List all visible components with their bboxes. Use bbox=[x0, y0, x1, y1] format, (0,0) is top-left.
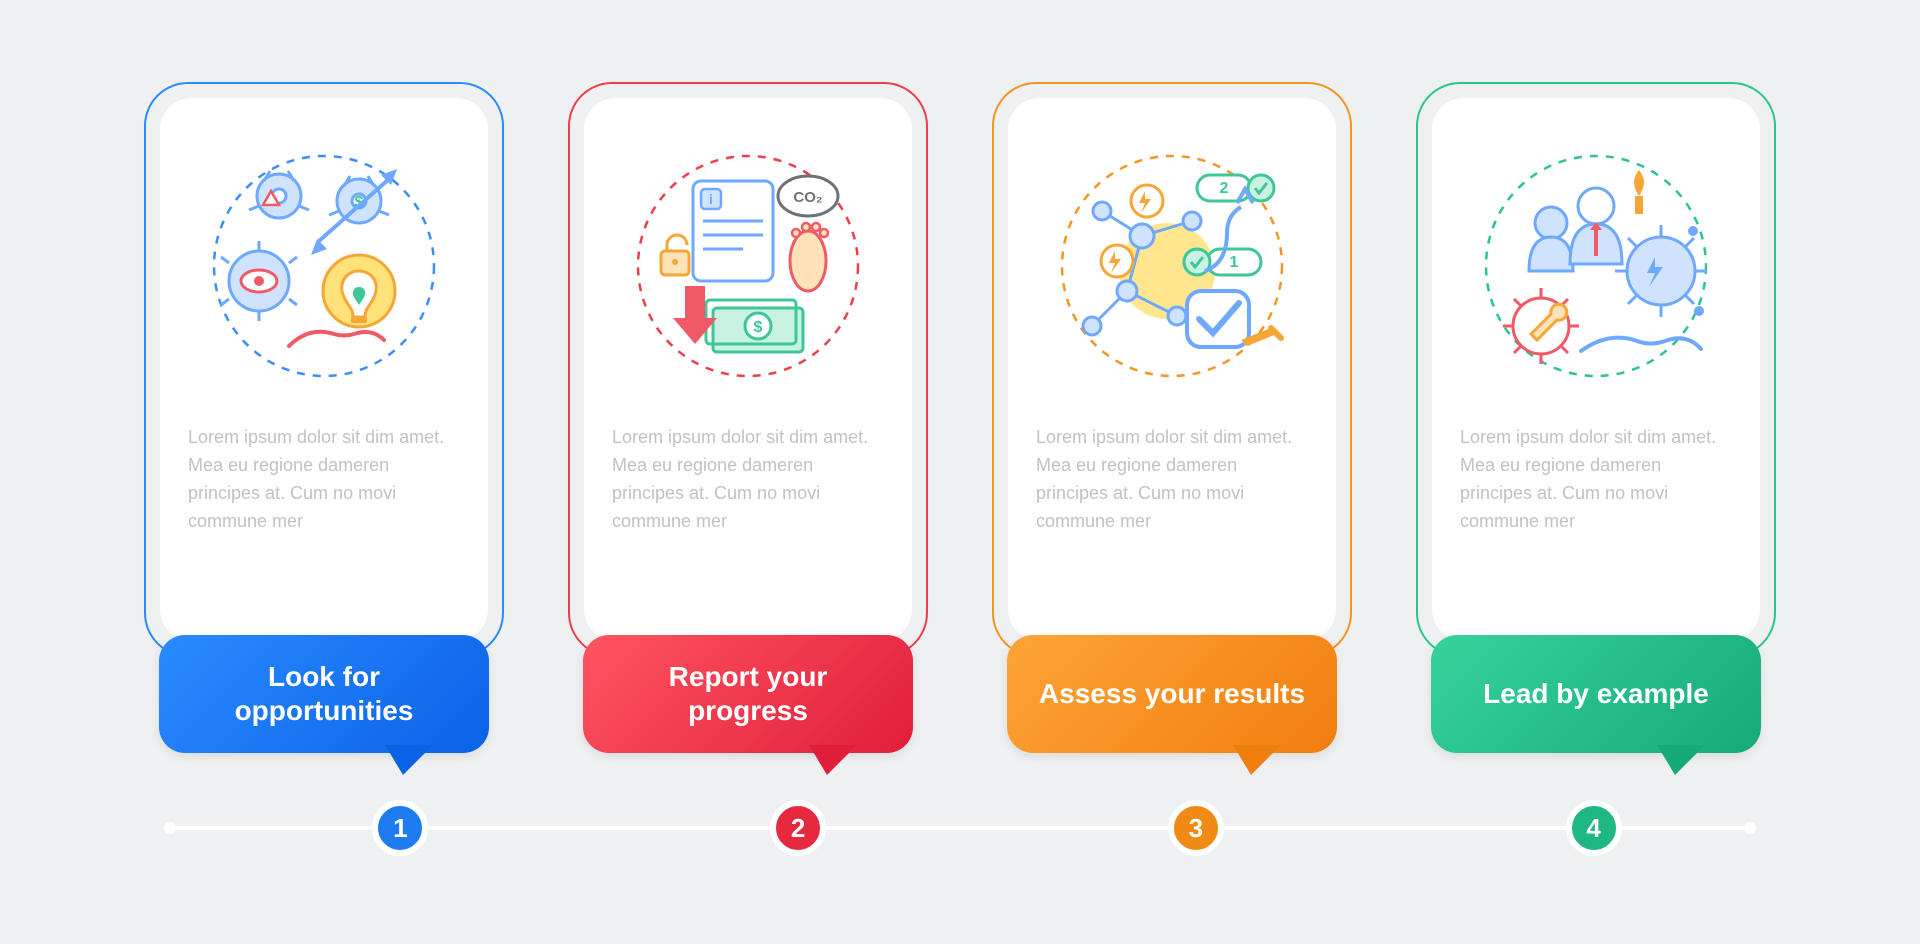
card-description: Lorem ipsum dolor sit dim amet. Mea eu r… bbox=[1460, 424, 1732, 536]
opportunities-icon: $ bbox=[188, 126, 460, 406]
step-3: 2 1 Lorem ipsum dolor sit dim amet. Mea … bbox=[992, 82, 1352, 753]
svg-text:2: 2 bbox=[1220, 180, 1229, 197]
card-description: Lorem ipsum dolor sit dim amet. Mea eu r… bbox=[188, 424, 460, 536]
title-bubble: Lead by example bbox=[1431, 635, 1761, 753]
card-description: Lorem ipsum dolor sit dim amet. Mea eu r… bbox=[612, 424, 884, 536]
svg-text:1: 1 bbox=[1230, 254, 1239, 271]
infographic-stage: $ Lorem ipsum dolor si bbox=[80, 62, 1840, 882]
timeline-node-number: 3 bbox=[1189, 813, 1203, 844]
title-bubble: Assess your results bbox=[1007, 635, 1337, 753]
card-inner: Lorem ipsum dolor sit dim amet. Mea eu r… bbox=[1432, 98, 1760, 641]
timeline-node-1: 1 bbox=[372, 800, 428, 856]
card-outer: $ Lorem ipsum dolor si bbox=[144, 82, 504, 657]
timeline-node-number: 2 bbox=[791, 813, 805, 844]
timeline-node-number: 1 bbox=[393, 813, 407, 844]
title-text: Lead by example bbox=[1483, 677, 1709, 711]
title-text: Assess your results bbox=[1039, 677, 1305, 711]
card-outer: i CO₂ bbox=[568, 82, 928, 657]
step-4: Lorem ipsum dolor sit dim amet. Mea eu r… bbox=[1416, 82, 1776, 753]
svg-text:i: i bbox=[709, 191, 713, 207]
step-2: i CO₂ bbox=[568, 82, 928, 753]
card-inner: 2 1 Lorem ipsum dolor sit dim amet. Mea … bbox=[1008, 98, 1336, 641]
card-inner: i CO₂ bbox=[584, 98, 912, 641]
lead-icon bbox=[1460, 126, 1732, 406]
timeline-node-3: 3 bbox=[1168, 800, 1224, 856]
svg-text:$: $ bbox=[754, 319, 763, 336]
card-outer: 2 1 Lorem ipsum dolor sit dim amet. Mea … bbox=[992, 82, 1352, 657]
card-outer: Lorem ipsum dolor sit dim amet. Mea eu r… bbox=[1416, 82, 1776, 657]
title-text: Look for opportunities bbox=[189, 660, 459, 727]
assess-icon: 2 1 bbox=[1036, 126, 1308, 406]
title-bubble: Look for opportunities bbox=[159, 635, 489, 753]
title-text: Report your progress bbox=[613, 660, 883, 727]
svg-text:CO₂: CO₂ bbox=[793, 189, 822, 206]
step-1: $ Lorem ipsum dolor si bbox=[144, 82, 504, 753]
timeline-node-2: 2 bbox=[770, 800, 826, 856]
cards-row: $ Lorem ipsum dolor si bbox=[80, 62, 1840, 882]
timeline-node-4: 4 bbox=[1566, 800, 1622, 856]
title-bubble: Report your progress bbox=[583, 635, 913, 753]
card-inner: $ Lorem ipsum dolor si bbox=[160, 98, 488, 641]
timeline-node-number: 4 bbox=[1586, 813, 1600, 844]
report-icon: i CO₂ bbox=[612, 126, 884, 406]
card-description: Lorem ipsum dolor sit dim amet. Mea eu r… bbox=[1036, 424, 1308, 536]
